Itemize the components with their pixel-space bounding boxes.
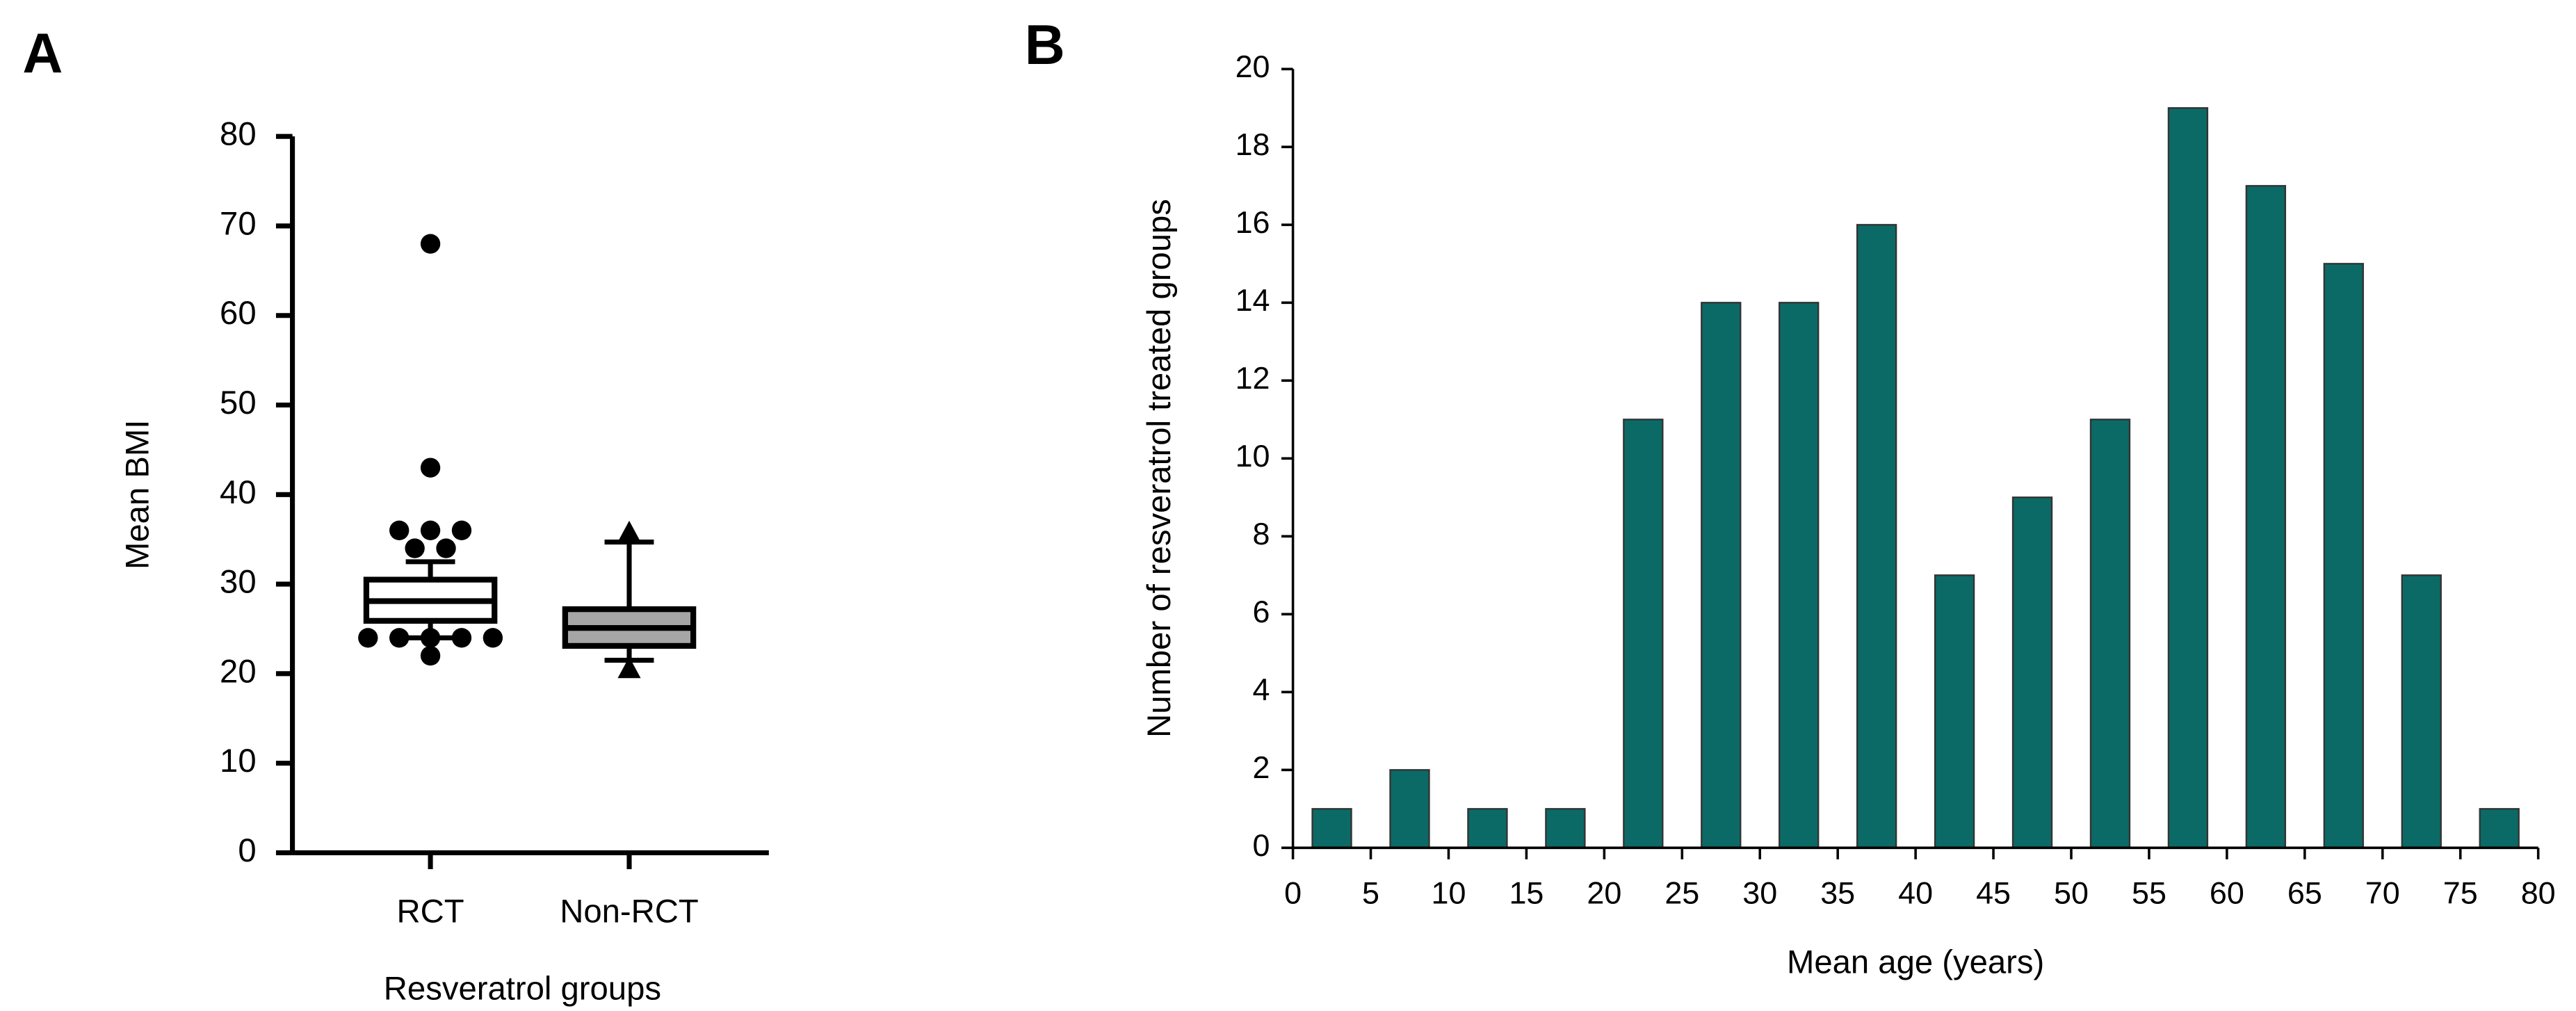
outlier: [420, 628, 441, 648]
outlier: [420, 234, 441, 254]
y-axis-label: Number of resveratrol treated groups: [1141, 199, 1178, 738]
y-tick-label: 4: [1253, 672, 1270, 707]
x-tick-label: 75: [2443, 875, 2478, 911]
panel-label: B: [1025, 14, 1065, 76]
bar: [1779, 302, 1820, 849]
y-tick-label: 10: [1236, 438, 1270, 474]
bar: [2479, 808, 2520, 849]
x-axis-label: Resveratrol groups: [384, 970, 661, 1007]
outlier: [420, 458, 441, 478]
y-tick-label: 70: [220, 205, 257, 242]
bar: [1389, 769, 1430, 849]
bar: [2401, 574, 2442, 849]
y-tick-label: 60: [220, 295, 257, 332]
outlier: [420, 645, 441, 666]
bar: [1623, 419, 1664, 849]
x-tick-label: 45: [1976, 875, 2011, 911]
x-tick-label: 80: [2521, 875, 2556, 911]
x-tick-label: 65: [2287, 875, 2322, 911]
y-tick-label: 2: [1253, 750, 1270, 785]
outlier: [483, 628, 503, 648]
x-tick-label: 40: [1898, 875, 1933, 911]
x-tick-label: 15: [1509, 875, 1544, 911]
bar: [2011, 496, 2053, 849]
outlier: [436, 538, 456, 558]
bar: [2167, 107, 2209, 849]
y-tick-label: 8: [1253, 516, 1270, 551]
x-tick-label: 10: [1432, 875, 1466, 911]
y-tick-label: 50: [220, 385, 257, 421]
y-tick-label: 18: [1236, 127, 1270, 162]
x-tick-label: 35: [1820, 875, 1855, 911]
y-tick-label: 20: [1236, 49, 1270, 84]
outlier: [358, 628, 378, 648]
y-axis-label: Mean BMI: [119, 420, 156, 569]
outlier: [451, 520, 472, 540]
bar: [1545, 808, 1586, 849]
x-tick-label: 70: [2365, 875, 2400, 911]
x-tick-label: 55: [2132, 875, 2166, 911]
bar: [1311, 808, 1352, 849]
bar: [1701, 302, 1742, 849]
outlier: [389, 520, 410, 540]
y-tick-label: 0: [1253, 827, 1270, 863]
x-tick-label: Non-RCT: [560, 893, 699, 930]
y-tick-label: 0: [238, 832, 256, 869]
x-tick-label: 25: [1664, 875, 1699, 911]
y-tick-label: 80: [220, 116, 257, 153]
bar: [2245, 185, 2287, 849]
bar: [2089, 419, 2131, 849]
bar: [1856, 224, 1897, 849]
x-axis-label: Mean age (years): [1787, 944, 2044, 981]
panel-label: A: [22, 22, 63, 85]
x-tick-label: 30: [1742, 875, 1777, 911]
outlier: [451, 628, 472, 648]
y-tick-label: 30: [220, 564, 257, 601]
outlier: [420, 520, 441, 540]
y-tick-label: 20: [220, 653, 257, 690]
x-tick-label: 60: [2210, 875, 2244, 911]
bar: [2323, 263, 2364, 849]
y-tick-label: 16: [1236, 204, 1270, 240]
x-tick-label: 0: [1284, 875, 1302, 911]
x-tick-label: 20: [1587, 875, 1621, 911]
y-tick-label: 10: [220, 743, 257, 779]
bar: [1467, 808, 1508, 849]
outlier: [617, 656, 641, 679]
y-tick-label: 40: [220, 474, 257, 511]
x-tick-label: 50: [2054, 875, 2089, 911]
y-tick-label: 12: [1236, 360, 1270, 396]
x-tick-label: 5: [1362, 875, 1379, 911]
y-tick-label: 6: [1253, 594, 1270, 629]
x-tick-label: RCT: [397, 893, 464, 930]
outlier: [405, 538, 425, 558]
bar: [1934, 574, 1975, 849]
y-tick-label: 14: [1236, 282, 1270, 318]
outlier: [389, 628, 410, 648]
outlier: [617, 520, 641, 542]
